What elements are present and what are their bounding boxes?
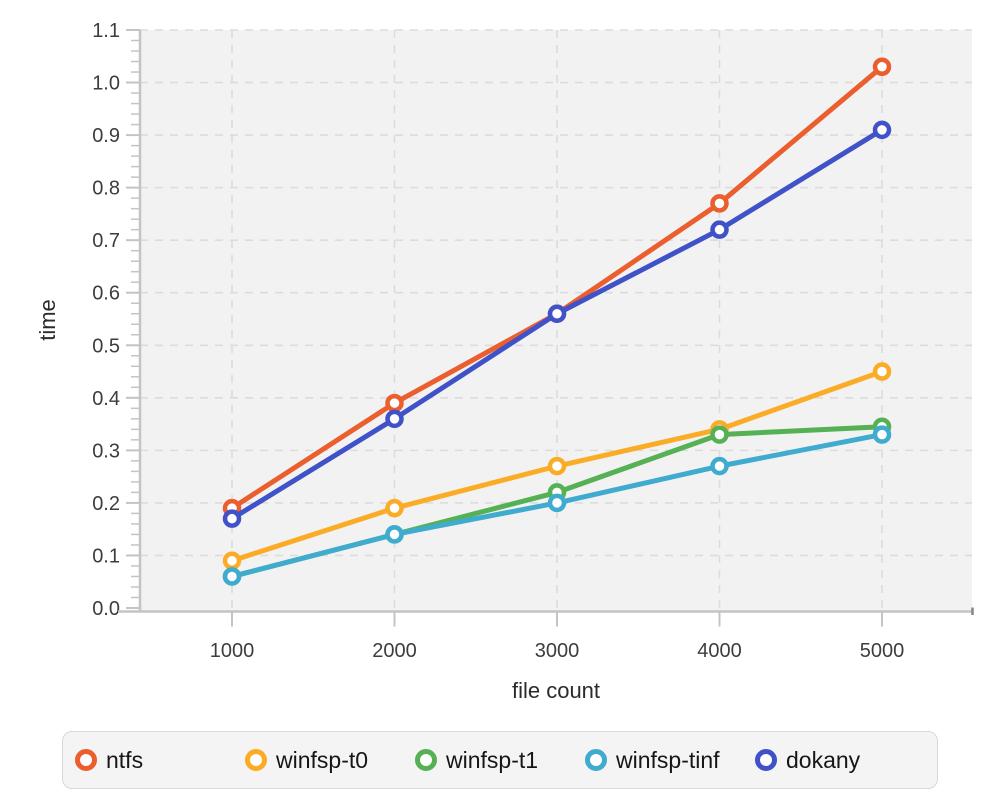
x-axis-title: file count — [512, 678, 600, 703]
data-point-ntfs-4000 — [710, 194, 729, 213]
data-point-dokany-1000 — [222, 509, 242, 528]
data-point-winfsp-tinf-3000 — [547, 493, 567, 513]
legend-item-winfsp-t0[interactable]: winfsp-t0 — [245, 747, 415, 774]
data-point-ntfs-5000 — [872, 57, 892, 77]
y-tick-label: 1.1 — [92, 20, 120, 42]
data-point-dokany-5000 — [872, 120, 892, 140]
data-point-dokany-2000 — [385, 409, 404, 429]
legend-label: winfsp-t0 — [276, 746, 369, 773]
data-point-winfsp-tinf-1000 — [222, 567, 242, 586]
y-tick-label: 0.2 — [92, 493, 120, 515]
y-tick-label: 0.5 — [92, 335, 120, 357]
legend-item-winfsp-t1[interactable]: winfsp-t1 — [415, 747, 585, 774]
data-point-winfsp-t0-3000 — [547, 456, 567, 476]
data-point-winfsp-t0-2000 — [385, 498, 404, 518]
y-axis-title: time — [35, 299, 60, 341]
legend-item-ntfs[interactable]: ntfs — [75, 747, 245, 774]
data-point-winfsp-t0-1000 — [222, 551, 242, 570]
y-tick-label: 1.0 — [92, 73, 120, 95]
x-tick-label: 3000 — [535, 640, 580, 662]
legend-marker-icon — [415, 749, 437, 771]
legend-label: dokany — [786, 746, 861, 773]
legend-label: winfsp-t1 — [446, 746, 539, 773]
x-tick-label: 1000 — [210, 640, 255, 662]
y-tick-label: 0.0 — [92, 598, 120, 620]
data-point-winfsp-t1-4000 — [710, 425, 729, 444]
y-tick-label: 0.7 — [92, 230, 120, 252]
data-series — [222, 57, 892, 586]
legend-marker-icon — [585, 749, 607, 771]
y-tick-label: 0.4 — [92, 388, 120, 410]
y-tick-label: 0.3 — [92, 440, 120, 462]
line-chart: 0.0 0.1 0.2 0.3 0.4 0.5 0.6 0.7 0.8 0.9 1.0 1.1 1000… — [35, 20, 974, 703]
data-point-winfsp-tinf-4000 — [710, 456, 729, 476]
axis-ticks: 0.0 0.1 0.2 0.3 0.4 0.5 0.6 0.7 0.8 0.9 1.0 1.1 1000… — [92, 20, 904, 662]
data-point-ntfs-2000 — [385, 393, 404, 413]
legend-label: ntfs — [106, 746, 144, 773]
data-point-dokany-4000 — [710, 220, 729, 239]
legend-marker-icon — [245, 749, 267, 771]
legend: ntfs winfsp-t0 winfsp-t1 winfsp-tinf dokany — [62, 731, 938, 789]
x-tick-label: 5000 — [860, 640, 905, 662]
x-tick-label: 2000 — [372, 640, 417, 662]
y-tick-label: 0.6 — [92, 283, 120, 305]
data-point-winfsp-tinf-5000 — [872, 425, 892, 444]
data-point-winfsp-tinf-2000 — [385, 525, 404, 544]
legend-item-dokany[interactable]: dokany — [755, 747, 925, 774]
legend-label: winfsp-tinf — [616, 746, 720, 773]
data-point-winfsp-t0-5000 — [872, 362, 892, 381]
legend-marker-icon — [75, 749, 97, 771]
axis-lines — [118, 30, 974, 615]
y-tick-label: 0.9 — [92, 125, 120, 147]
data-point-dokany-3000 — [547, 304, 567, 323]
y-tick-label: 0.1 — [92, 545, 120, 567]
y-tick-label: 0.8 — [92, 178, 120, 200]
x-tick-label: 4000 — [697, 640, 742, 662]
legend-item-winfsp-tinf[interactable]: winfsp-tinf — [585, 747, 755, 774]
legend-marker-icon — [755, 749, 777, 771]
